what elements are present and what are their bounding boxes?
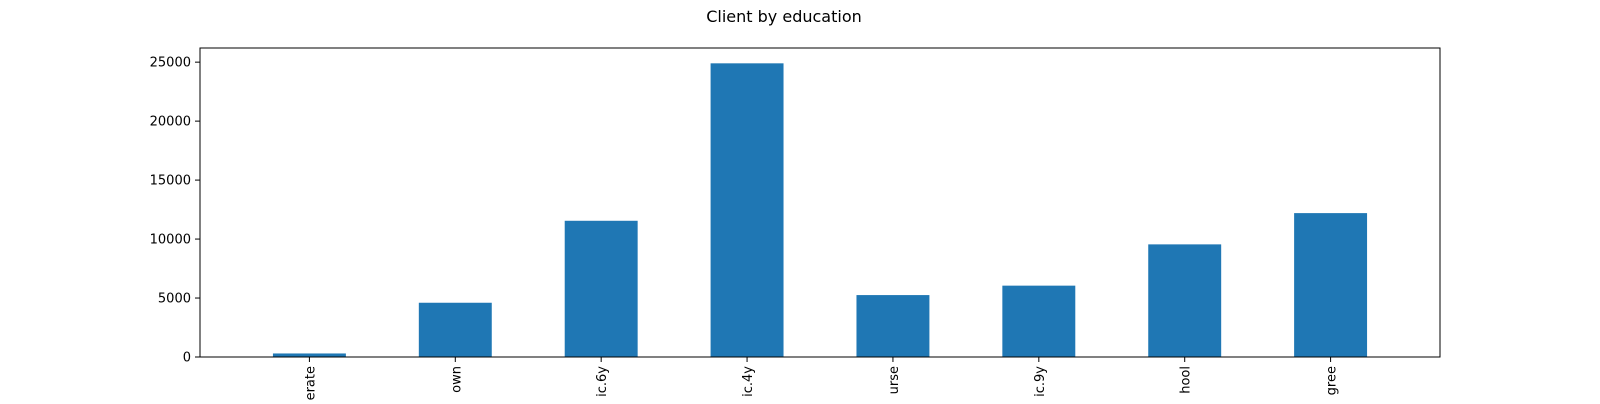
x-tick-label: gree	[1325, 366, 1340, 395]
bar-urse	[856, 295, 930, 357]
bars-layer	[272, 63, 1368, 357]
y-tick-label: 25000	[150, 56, 191, 71]
plot-frame	[199, 47, 1441, 358]
bar-own	[418, 302, 492, 357]
x-tick-label: ic.6y	[595, 366, 610, 397]
x-tick-label: ic.4y	[741, 366, 756, 397]
bar-erate	[272, 353, 346, 357]
bar-ic-4y	[710, 63, 784, 357]
y-tick-label: 20000	[150, 115, 191, 130]
y-tick-label: 15000	[150, 174, 191, 189]
bar-gree	[1294, 213, 1368, 357]
x-tick-label: urse	[887, 366, 902, 394]
x-tick-label: erate	[303, 366, 318, 400]
bar-ic-9y	[1002, 285, 1076, 357]
y-tick-label: 0	[183, 351, 191, 366]
y-tick-label: 5000	[158, 292, 191, 307]
y-tick-label: 10000	[150, 233, 191, 248]
x-tick-label: ic.9y	[1033, 366, 1048, 397]
bar-hool	[1148, 244, 1222, 357]
x-tick-label: own	[449, 366, 464, 393]
x-tick-label: hool	[1179, 366, 1194, 394]
chart-title: Client by education	[706, 7, 862, 26]
axes-layer: 0 5000 10000 15000 20000 25000 erate own ic.6y ic…	[150, 47, 1441, 400]
bar-ic-6y	[564, 220, 638, 357]
